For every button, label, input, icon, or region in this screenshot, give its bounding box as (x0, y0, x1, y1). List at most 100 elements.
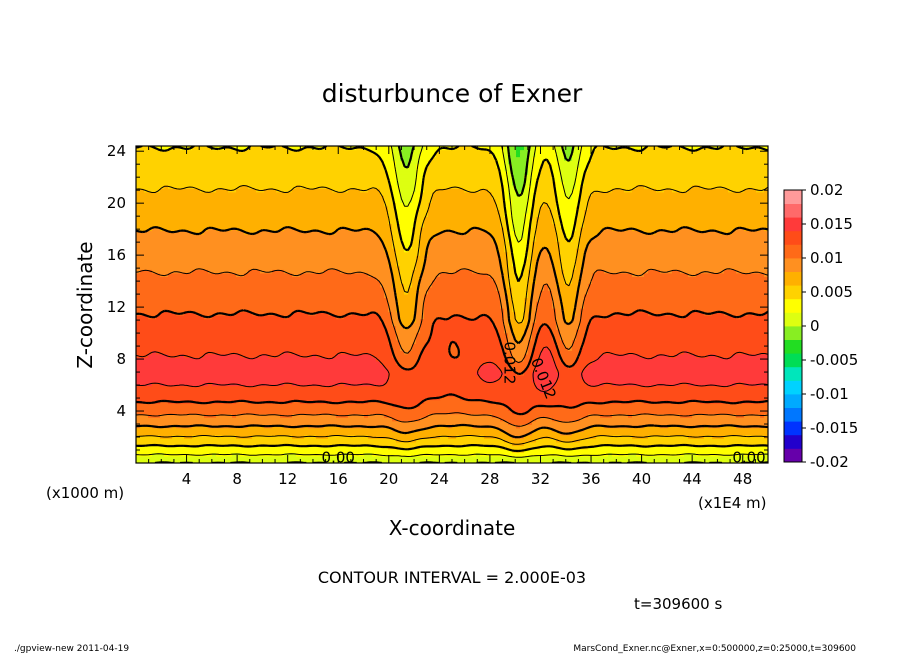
heatmap-cell (412, 269, 425, 274)
heatmap-cell (500, 167, 505, 172)
heatmap-cell (368, 434, 441, 439)
heatmap-cell (396, 174, 417, 179)
heatmap-cell (560, 174, 577, 179)
heatmap-cell (492, 322, 505, 327)
heatmap-cell (508, 420, 533, 425)
heatmap-cell (392, 346, 401, 351)
heatmap-cell (492, 195, 505, 200)
heatmap-cell (580, 191, 593, 196)
heatmap-cell (584, 212, 768, 218)
heatmap-cell (376, 311, 393, 316)
heatmap-cell (416, 318, 421, 323)
contour-line (136, 226, 768, 439)
heatmap-cell (536, 262, 553, 267)
heatmap-cell (416, 174, 425, 179)
heatmap-cell (552, 427, 585, 432)
heatmap-cell (752, 311, 765, 316)
heatmap-cell (516, 184, 525, 189)
heatmap-cell (552, 219, 561, 225)
heatmap-cell (644, 184, 693, 189)
heatmap-cell (576, 227, 581, 232)
heatmap-cell (236, 188, 257, 193)
heatmap-cell (424, 308, 505, 313)
heatmap-cell (528, 322, 533, 327)
heatmap-cell (584, 427, 768, 432)
heatmap-cell (504, 318, 509, 323)
heatmap-cell (580, 325, 589, 330)
heatmap-cell (508, 265, 517, 270)
heatmap-cell (392, 188, 401, 193)
heatmap-cell (400, 279, 413, 284)
heatmap-cell (396, 248, 405, 253)
heatmap-cell (536, 237, 557, 242)
heatmap-cell (136, 315, 149, 320)
heatmap-cell (396, 332, 417, 337)
contour-label: 0.00 (732, 448, 765, 466)
heatmap-cell (156, 315, 205, 320)
heatmap-cell (512, 227, 525, 232)
heatmap-cell (536, 258, 553, 263)
heatmap-cell (452, 424, 473, 429)
heatmap-cell (516, 234, 525, 239)
heatmap-cell (536, 417, 553, 422)
heatmap-cell (516, 237, 521, 242)
heatmap-cell (732, 353, 768, 358)
heatmap-cell (532, 308, 537, 313)
heatmap-cell (536, 336, 553, 341)
heatmap-cell (532, 300, 537, 306)
heatmap-cell (576, 293, 585, 299)
heatmap-cell (508, 255, 513, 260)
heatmap-cell (596, 269, 605, 274)
heatmap-cell (508, 195, 529, 200)
heatmap-cell (420, 427, 501, 432)
heatmap-cell (500, 367, 513, 373)
heatmap-cell (396, 209, 417, 214)
heatmap-cell (736, 227, 745, 232)
heatmap-cell (552, 329, 561, 334)
heatmap-cell (508, 269, 517, 274)
heatmap-cell (136, 188, 145, 193)
heatmap-cell (404, 244, 413, 249)
heatmap-cell (424, 300, 501, 306)
heatmap-cell (504, 244, 513, 249)
heatmap-cell (356, 311, 369, 316)
heatmap-cell (412, 146, 425, 151)
heatmap-cell (512, 202, 529, 207)
heatmap-cell (284, 452, 297, 457)
heatmap-cell (612, 188, 625, 193)
heatmap-cell (540, 297, 553, 302)
heatmap-cell (576, 184, 581, 189)
heatmap-cell (556, 315, 565, 320)
heatmap-cell (392, 265, 401, 270)
heatmap-cell (424, 265, 501, 270)
heatmap-cell (564, 279, 573, 284)
heatmap-cell (480, 452, 609, 457)
heatmap-cell (620, 311, 633, 316)
heatmap-cell (432, 322, 493, 327)
heatmap-cell (500, 290, 505, 295)
heatmap-cell (528, 160, 533, 165)
heatmap-cell (580, 353, 601, 358)
heatmap-cell (344, 315, 381, 320)
heatmap-cell (516, 318, 525, 323)
y-tick-label: 20 (107, 194, 126, 212)
x-tick-label: 12 (278, 470, 297, 488)
heatmap-cell (500, 258, 509, 263)
heatmap-cell (532, 251, 541, 256)
x-tick-label: 24 (430, 470, 449, 488)
y-unit-label: (x1000 m) (46, 484, 124, 502)
heatmap-cell (664, 188, 673, 193)
heatmap-cell (536, 318, 557, 323)
heatmap-cell (524, 269, 529, 274)
heatmap-cell (672, 269, 681, 274)
heatmap-cell (416, 311, 425, 316)
heatmap-cell (524, 318, 529, 323)
heatmap-cell (388, 332, 397, 337)
heatmap-cell (400, 191, 413, 196)
heatmap-cell (136, 184, 165, 189)
heatmap-cell (460, 353, 505, 358)
heatmap-cell (580, 146, 597, 151)
heatmap-cell (560, 251, 577, 256)
heatmap-cell (500, 262, 509, 267)
heatmap-cell (572, 272, 581, 277)
